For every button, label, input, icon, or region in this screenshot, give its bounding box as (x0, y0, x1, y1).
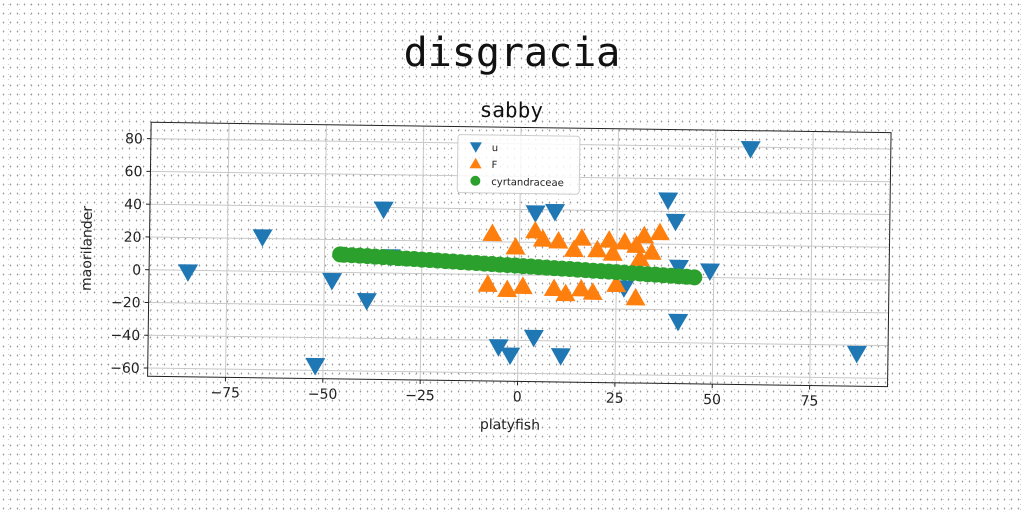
y-tick-labels: −60 −40 −20 0 20 40 60 80 (110, 131, 151, 377)
x-tick-labels: −75 −50 −25 0 25 50 75 (210, 377, 818, 410)
data-point (305, 357, 326, 376)
y-tick-label: 0 (132, 263, 141, 279)
data-point (252, 229, 273, 247)
data-point (523, 329, 544, 348)
series-F (477, 220, 670, 306)
data-point (373, 201, 394, 220)
data-point (641, 242, 662, 260)
data-point (505, 236, 526, 255)
data-point (525, 220, 546, 239)
data-point (178, 264, 199, 282)
y-tick-label: −20 (111, 295, 141, 311)
x-grid-line (809, 131, 814, 386)
y-tick-label: 60 (125, 164, 143, 180)
y-grid-line (149, 203, 890, 216)
x-tick-label: 50 (703, 392, 721, 408)
y-tick-label: 40 (124, 197, 142, 213)
data-point (625, 287, 646, 306)
x-grid-line (711, 130, 717, 385)
data-point (582, 282, 603, 300)
legend-label: F (491, 160, 497, 171)
y-grid-line (149, 236, 890, 248)
data-point (658, 192, 679, 210)
chart-container: sabby −75 −50 −25 0 25 50 75 −60 −40 −20 0 20 40 60 8… (59, 83, 914, 455)
x-grid-line (322, 124, 327, 379)
data-point (571, 278, 592, 297)
scatter-chart: sabby −75 −50 −25 0 25 50 75 −60 −40 −20 0 20 40 60 8… (79, 98, 892, 434)
legend-marker (469, 142, 482, 153)
y-axis-label: maorilander (79, 206, 96, 291)
data-point (555, 283, 576, 302)
legend-box (456, 134, 581, 195)
legend-label: cyrtandraceae (491, 177, 564, 189)
data-point (512, 276, 533, 295)
y-tick-label: −60 (110, 361, 140, 377)
data-point (322, 272, 343, 291)
x-tick-label: 0 (513, 389, 522, 405)
chart-title: sabby (480, 98, 544, 123)
y-tick-label: −40 (110, 328, 140, 344)
data-point (563, 239, 584, 258)
data-point (599, 230, 620, 248)
data-point (606, 274, 627, 293)
data-point (700, 263, 721, 282)
data-point (543, 278, 564, 297)
data-point (525, 205, 546, 223)
x-tick-label: 25 (606, 391, 624, 407)
data-point (545, 203, 566, 222)
series-cyrtandraceae (332, 246, 703, 286)
x-tick-label: −25 (405, 388, 435, 404)
data-marks (178, 141, 867, 376)
data-point (488, 339, 509, 357)
data-point (634, 225, 655, 244)
data-point (500, 347, 521, 366)
y-grid-line (148, 302, 889, 314)
data-point (846, 345, 867, 364)
legend-label: u (492, 143, 498, 154)
data-point (356, 293, 377, 311)
data-point (740, 141, 761, 159)
legend-marker (470, 175, 481, 186)
data-point (665, 213, 686, 232)
y-tick-label: 80 (125, 131, 143, 147)
data-point (629, 248, 650, 267)
y-grid-line (149, 269, 890, 281)
data-point (477, 274, 498, 292)
data-point (497, 279, 518, 298)
data-point (602, 243, 623, 261)
data-point (550, 348, 571, 366)
data-point (571, 228, 592, 246)
data-point (686, 269, 703, 286)
x-tick-label: −50 (308, 386, 338, 402)
data-point (649, 222, 670, 241)
figure-title: disgracia (403, 30, 621, 76)
x-grid-line (224, 123, 230, 378)
x-axis-label: platyfish (480, 417, 540, 434)
data-point (614, 231, 635, 250)
y-grid-line (148, 334, 889, 347)
data-point (548, 231, 569, 249)
data-point (587, 239, 608, 258)
x-tick-label: −75 (210, 385, 240, 401)
data-point (668, 313, 689, 332)
y-grid-line (147, 367, 888, 379)
data-point (626, 235, 647, 254)
y-tick-label: 20 (124, 230, 142, 246)
x-tick-label: 75 (800, 393, 818, 409)
legend-marker (469, 157, 482, 169)
data-point (482, 223, 503, 242)
data-point (532, 229, 553, 247)
